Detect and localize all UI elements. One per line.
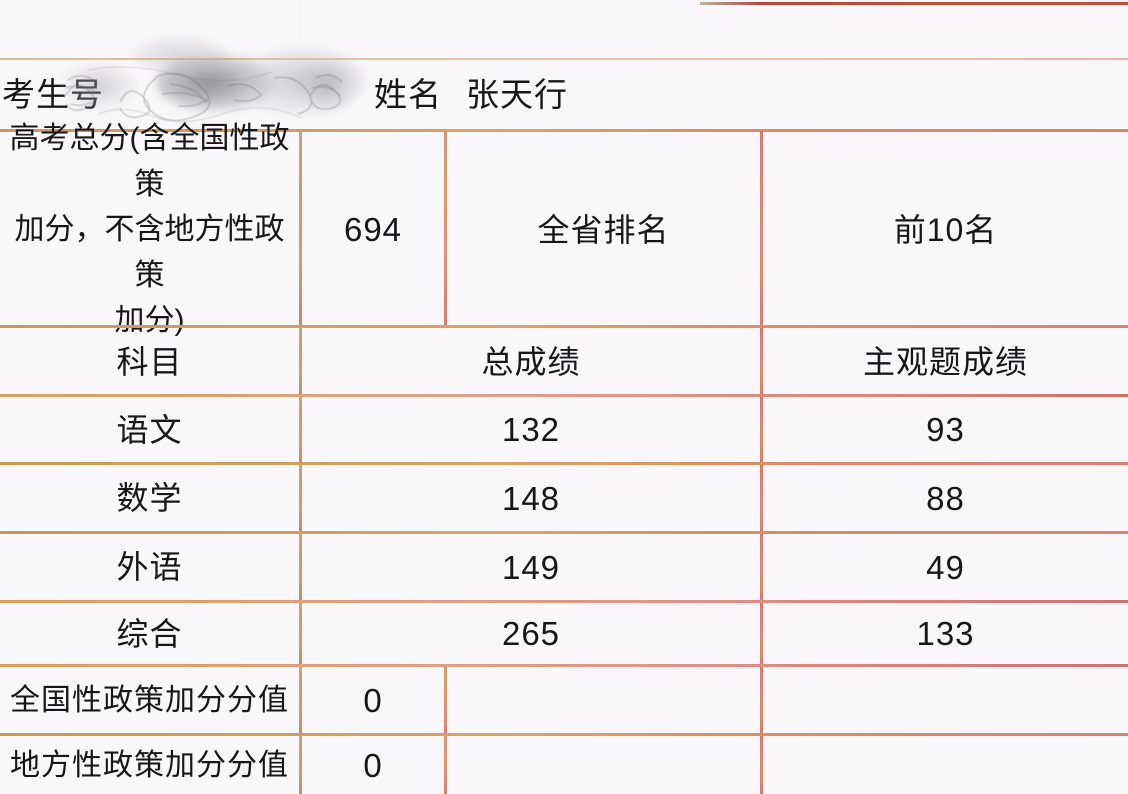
- table-row-subject: 综合: [0, 604, 299, 664]
- province-rank-label: 全省排名: [537, 211, 670, 248]
- subject-name: 数学: [116, 480, 183, 517]
- total-header-label: 总成绩: [481, 343, 581, 380]
- subjective-header-label: 主观题成绩: [862, 343, 1028, 380]
- subject-subjective: 49: [926, 548, 965, 586]
- name-value-cell: 张天行: [466, 60, 766, 130]
- table-row-total: 132: [302, 398, 760, 462]
- bonus-row-value: 0: [302, 737, 444, 794]
- province-rank-value: 前10名: [893, 211, 998, 248]
- total-header-cell: 总成绩: [302, 329, 760, 395]
- table-row-subject: 外语: [0, 535, 299, 600]
- subject-subjective: 93: [926, 411, 965, 449]
- exam-number-label-cell: 考生号: [0, 60, 160, 130]
- total-score-value: 694: [343, 211, 403, 249]
- table-row-subjective: 49: [763, 535, 1128, 600]
- rule-row-1: [0, 462, 1128, 465]
- subject-header-label: 科目: [116, 343, 183, 380]
- subject-subjective: 133: [916, 615, 975, 653]
- bonus-row-label: 全国性政策加分分值: [0, 668, 299, 734]
- col-divider-3-b1: [760, 667, 763, 735]
- rule-row-3: [0, 600, 1128, 603]
- table-row-subjective: 133: [763, 604, 1128, 664]
- subject-total: 132: [501, 411, 561, 449]
- table-row-total: 265: [302, 604, 760, 664]
- subject-name: 语文: [116, 411, 183, 448]
- local-policy-bonus-label: 地方性政策加分分值: [10, 748, 289, 782]
- paper-seam: [300, 0, 301, 794]
- rule-row-4: [0, 664, 1128, 667]
- table-row-subject: 语文: [0, 398, 299, 462]
- bonus-row-extra: [447, 668, 760, 734]
- bonus-row-label: 地方性政策加分分值: [0, 737, 299, 794]
- table-row-total: 149: [302, 535, 760, 600]
- total-score-label-cell: 高考总分(含全国性政策 加分，不含地方性政策 加分): [0, 122, 299, 337]
- table-row-subjective: 93: [763, 398, 1128, 462]
- table-row-subject: 数学: [0, 466, 299, 531]
- national-policy-bonus-label: 全国性政策加分分值: [10, 684, 289, 718]
- total-score-value-cell: 694: [302, 133, 444, 327]
- name-label: 姓名: [374, 76, 442, 114]
- exam-number-label: 考生号: [2, 76, 104, 114]
- subject-name: 综合: [116, 615, 183, 652]
- local-policy-bonus-value: 0: [363, 746, 383, 784]
- subject-subjective: 88: [926, 479, 965, 517]
- bonus-row-value: 0: [302, 668, 444, 734]
- table-row-total: 148: [302, 466, 760, 531]
- table-row-subjective: 88: [763, 466, 1128, 531]
- student-name: 张天行: [466, 76, 568, 114]
- subject-total: 265: [501, 615, 561, 653]
- subject-name: 外语: [116, 549, 183, 586]
- rule-row-2: [0, 531, 1128, 534]
- subject-total: 149: [501, 548, 561, 586]
- subjective-header-cell: 主观题成绩: [763, 329, 1128, 395]
- province-rank-label-cell: 全省排名: [447, 133, 760, 327]
- subject-header-cell: 科目: [0, 329, 299, 395]
- subject-total: 148: [501, 479, 561, 517]
- top-edge-rule: [700, 2, 1128, 5]
- national-policy-bonus-value: 0: [363, 682, 383, 720]
- province-rank-value-cell: 前10名: [763, 133, 1128, 327]
- col-divider-3-b2: [760, 736, 763, 794]
- bonus-row-extra: [447, 737, 760, 794]
- name-label-cell: 姓名: [374, 60, 474, 130]
- total-score-label: 高考总分(含全国性政策 加分，不含地方性政策 加分): [9, 122, 290, 338]
